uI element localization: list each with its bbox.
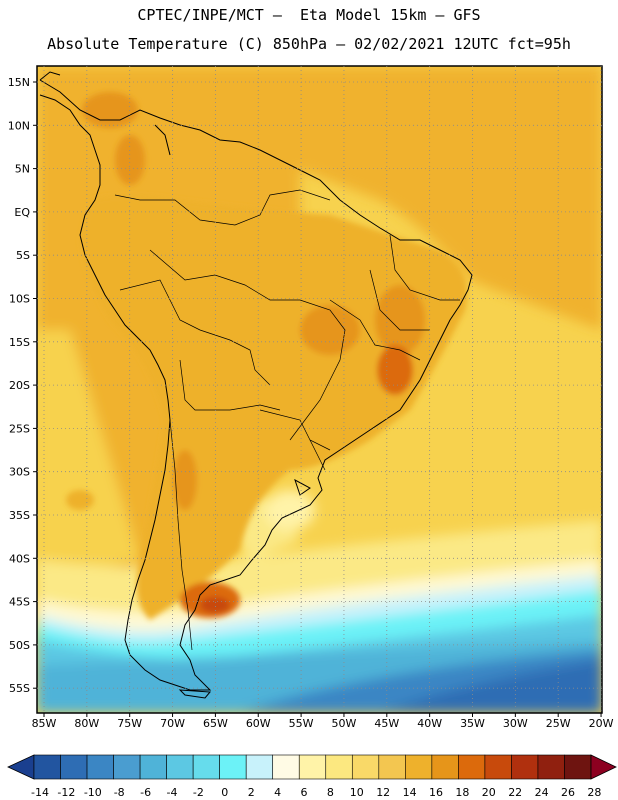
colorbar-tick-label: 6 <box>301 786 308 799</box>
colorbar-min-arrow <box>7 754 35 780</box>
colorbar-tick-label: 12 <box>376 786 390 799</box>
lon-label: 50W <box>332 717 357 730</box>
colorbar-tick-label: -6 <box>140 786 151 799</box>
colorbar-tick-label: 4 <box>274 786 281 799</box>
colorbar-tick-label: 28 <box>587 786 601 799</box>
colorbar-box <box>325 754 353 780</box>
colorbar-tick-label: 0 <box>221 786 228 799</box>
lon-label: 70W <box>160 717 185 730</box>
lat-label: 5N <box>15 163 30 176</box>
lat-label: 25S <box>9 422 30 435</box>
lat-label: 10N <box>8 119 30 132</box>
latitude-labels: 15N 10N 5N EQ 5S 10S 15S 20S 25S 30S 35S 40S 45S 50S 5… <box>8 76 31 695</box>
map-subtitle: Absolute Temperature (C) 850hPa – 02/02/… <box>47 35 571 53</box>
colorbar-box <box>378 754 406 780</box>
colorbar-box <box>272 754 300 780</box>
colorbar-box <box>458 754 486 780</box>
graticule <box>33 66 602 717</box>
longitude-labels: 85W 80W 75W 70W 65W 60W 55W 50W 45W 40W 35W 30W 25W 2… <box>32 717 614 730</box>
lat-label: 40S <box>9 552 30 565</box>
colorbar-box <box>431 754 459 780</box>
colorbar-box <box>564 754 592 780</box>
colorbar-box <box>60 754 88 780</box>
lon-label: 60W <box>246 717 271 730</box>
colorbar-tick-label: 20 <box>482 786 496 799</box>
colorbar-box <box>192 754 220 780</box>
colorbar-tick-label: 18 <box>455 786 469 799</box>
colorbar-tick-label: 16 <box>429 786 443 799</box>
lon-label: 85W <box>32 717 57 730</box>
lon-label: 20W <box>589 717 614 730</box>
map-title: CPTEC/INPE/MCT – Eta Model 15km – GFS <box>137 6 481 24</box>
colorbar-box <box>33 754 61 780</box>
colorbar-box <box>484 754 512 780</box>
lat-label: 30S <box>9 466 30 479</box>
colorbar-tick-label: 22 <box>508 786 522 799</box>
lon-label: 80W <box>74 717 99 730</box>
colorbar-box <box>139 754 167 780</box>
lat-label: EQ <box>14 206 30 219</box>
colorbar-box <box>511 754 539 780</box>
colorbar-box <box>245 754 274 780</box>
lat-label: 35S <box>9 509 30 522</box>
lat-label: 55S <box>9 682 30 695</box>
lon-label: 30W <box>503 717 528 730</box>
colorbar-tick-label: -8 <box>114 786 125 799</box>
lat-label: 5S <box>16 249 30 262</box>
colorbar-box <box>219 754 247 780</box>
colorbar-box <box>113 754 141 780</box>
map-frame <box>36 65 603 714</box>
colorbar-tick-label: 8 <box>327 786 334 799</box>
lon-label: 75W <box>117 717 142 730</box>
coastline <box>39 71 473 699</box>
colorbar-tick-label: 26 <box>561 786 575 799</box>
lat-label: 50S <box>9 639 30 652</box>
lon-label: 45W <box>374 717 399 730</box>
colorbar-box <box>166 754 194 780</box>
lat-label: 45S <box>9 596 30 609</box>
colorbar-tick-label: -12 <box>57 786 75 799</box>
colorbar-box <box>298 754 327 780</box>
temperature-field <box>37 66 602 713</box>
lat-label: 10S <box>9 293 30 306</box>
colorbar-tick-label: 2 <box>248 786 255 799</box>
colorbar-tick-label: 24 <box>535 786 549 799</box>
colorbar-max-arrow <box>590 754 617 780</box>
lon-label: 65W <box>203 717 228 730</box>
colorbar-tick-label: -10 <box>84 786 102 799</box>
lat-label: 20S <box>9 379 30 392</box>
lon-label: 25W <box>546 717 571 730</box>
lat-label: 15N <box>8 76 30 89</box>
lat-label: 15S <box>9 336 30 349</box>
colorbar-tick-label: -4 <box>167 786 178 799</box>
colorbar-tick-label: -2 <box>193 786 204 799</box>
lon-label: 55W <box>289 717 314 730</box>
colorbar-box <box>537 754 565 780</box>
lon-label: 40W <box>417 717 442 730</box>
lon-label: 35W <box>460 717 485 730</box>
colorbar-tick-label: -14 <box>31 786 49 799</box>
colorbar-tick-label: 14 <box>403 786 417 799</box>
colorbar-box <box>405 754 433 780</box>
colorbar-box <box>351 754 380 780</box>
colorbar-box <box>86 754 114 780</box>
colorbar-tick-label: 10 <box>350 786 364 799</box>
